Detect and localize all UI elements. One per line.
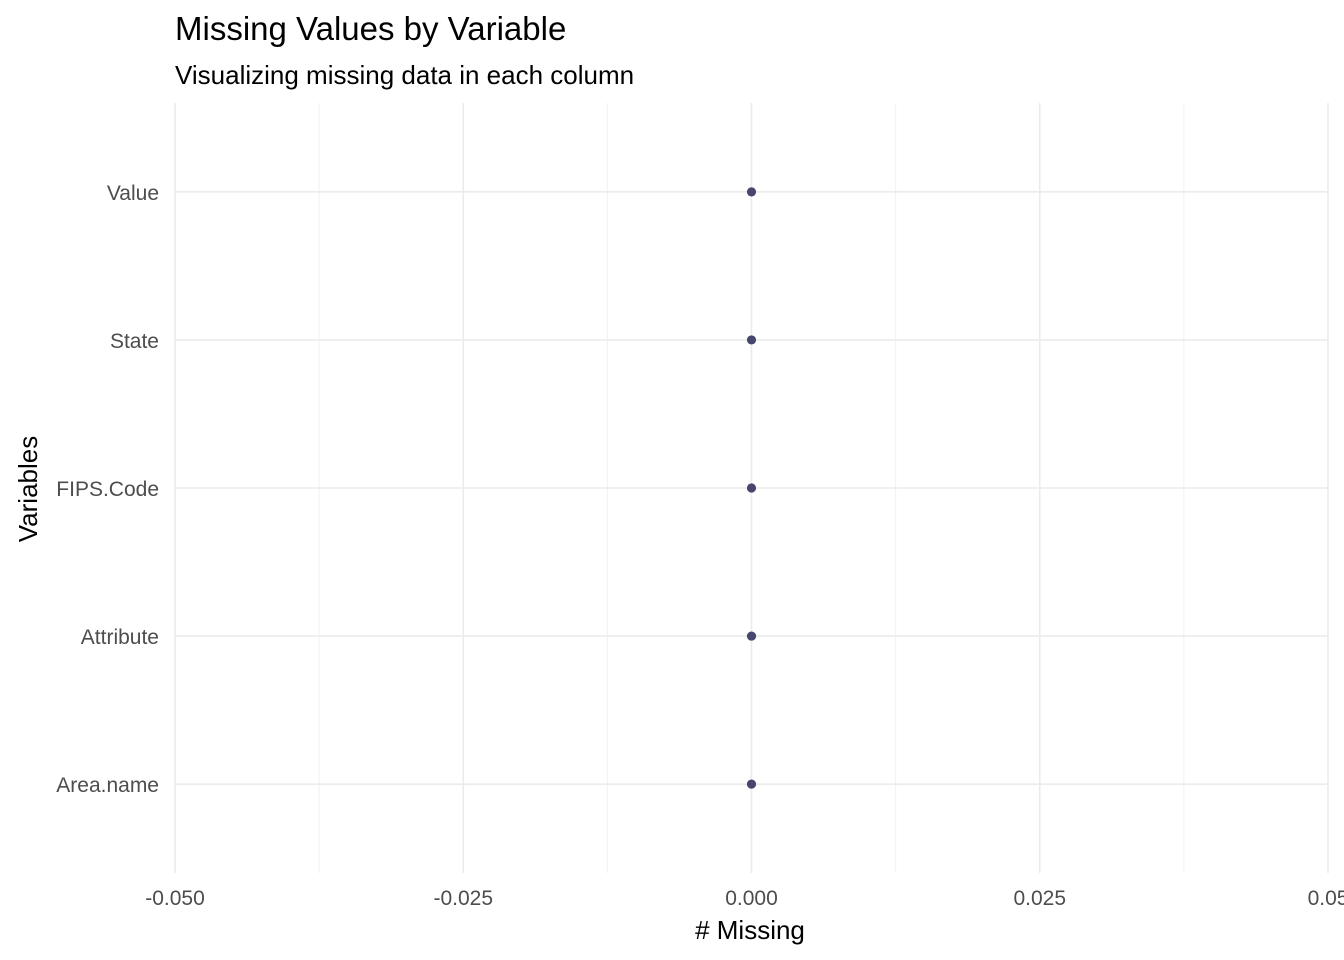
data-point — [746, 779, 757, 789]
y-tick-labels: Area.name Attribute FIPS.Code State Value — [56, 182, 159, 797]
y-tick-label: Attribute — [81, 626, 159, 649]
x-tick-labels: -0.050 -0.025 0.000 0.025 0.05 — [145, 887, 1344, 910]
data-point — [746, 483, 757, 493]
x-axis-title: # Missing — [695, 915, 805, 945]
x-tick-label: 0.05 — [1308, 887, 1344, 910]
x-tick-label: 0.000 — [725, 887, 778, 910]
chart-subtitle: Visualizing missing data in each column — [175, 60, 634, 90]
y-tick-label: Value — [107, 182, 159, 205]
y-tick-label: State — [110, 330, 159, 353]
x-tick-label: -0.025 — [433, 887, 493, 910]
data-point — [746, 335, 757, 345]
y-tick-label: Area.name — [56, 774, 159, 797]
chart-title: Missing Values by Variable — [175, 10, 566, 47]
y-tick-label: FIPS.Code — [56, 478, 159, 501]
data-point — [746, 187, 757, 197]
x-tick-label: 0.025 — [1013, 887, 1066, 910]
x-tick-label: -0.050 — [145, 887, 205, 910]
y-axis-title: Variables — [13, 436, 43, 542]
data-point — [746, 631, 757, 641]
points-layer — [746, 187, 757, 789]
